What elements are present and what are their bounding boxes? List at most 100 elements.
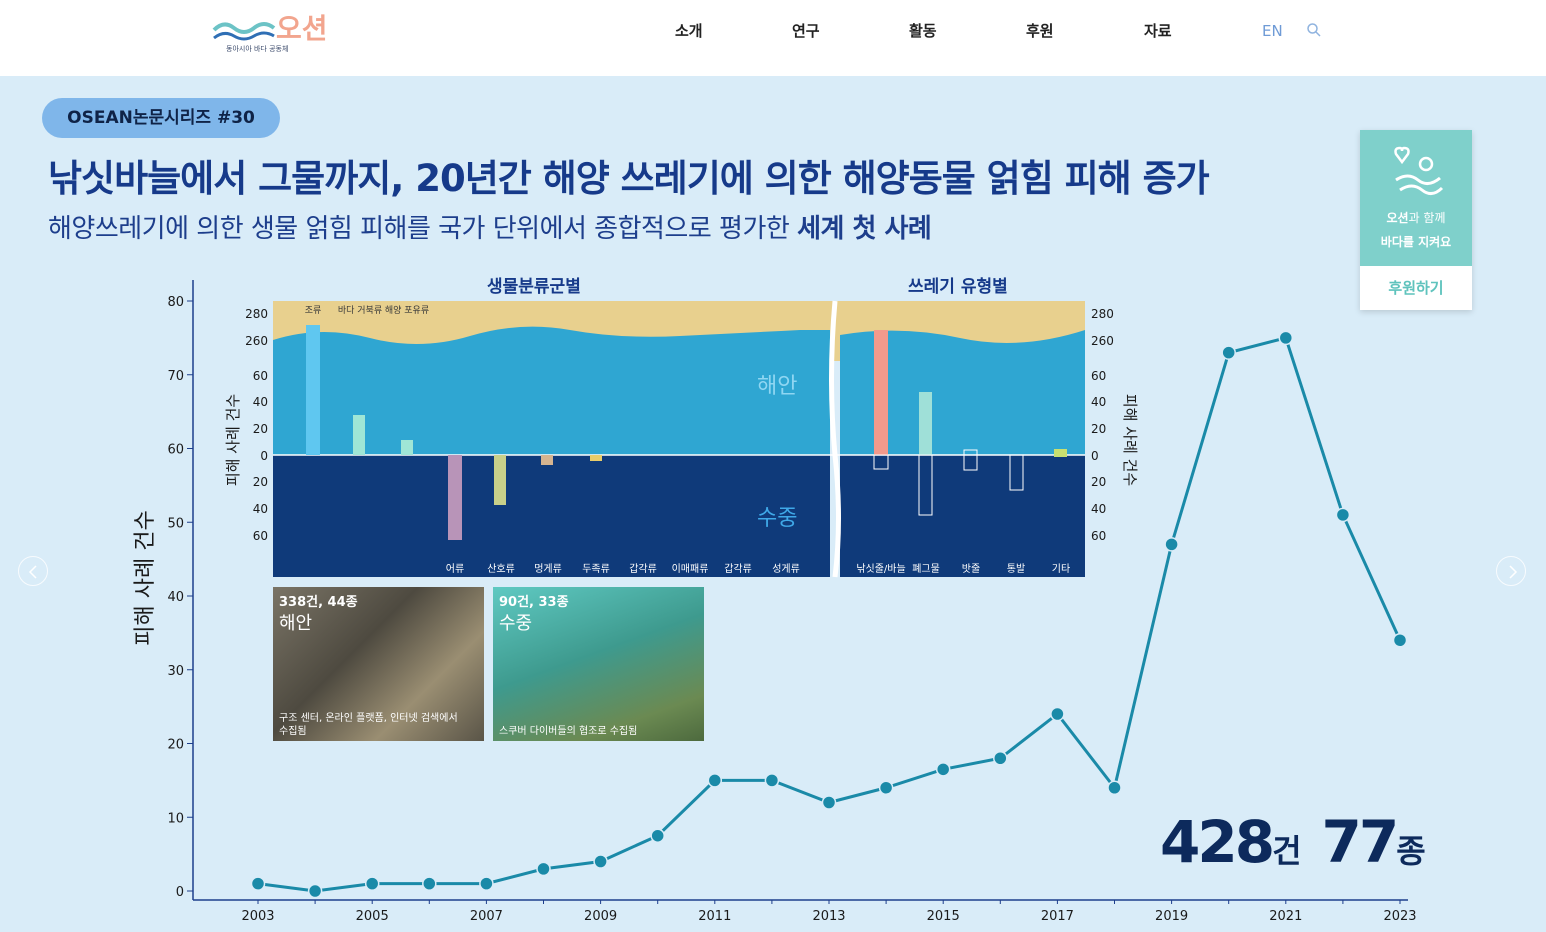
totals: 428건 77종	[1160, 808, 1446, 876]
water-taxon-label: 이매패류	[672, 563, 709, 575]
total-species: 77	[1321, 808, 1400, 876]
nav-item-research[interactable]: 연구	[792, 22, 820, 40]
water-taxon-label: 성게류	[772, 563, 800, 575]
y-tick-label: 40	[167, 590, 184, 605]
logo[interactable]: 오션	[210, 8, 340, 58]
total-species-unit: 종	[1396, 832, 1426, 870]
bar-nets-water	[918, 454, 933, 516]
deep-water	[273, 455, 830, 577]
debris-type-label: 밧줄	[962, 563, 980, 575]
photo-coast-caption: 구조 센터, 온라인 플랫폼, 인터넷 검색에서 수집됨	[279, 713, 458, 737]
inset-divider	[829, 300, 841, 578]
donate-banner: 오션과 함께 바다를 지켜요	[1360, 130, 1472, 266]
inset-tick-label-left: 20	[253, 475, 268, 489]
language-toggle[interactable]: EN	[1262, 22, 1283, 40]
photo-coast: 338건, 44종 해안 구조 센터, 온라인 플랫폼, 인터넷 검색에서 수집…	[273, 587, 484, 741]
bar-mammals	[401, 440, 413, 455]
donate-line2: 바다를 지켜요	[1380, 235, 1452, 249]
search-icon[interactable]	[1306, 22, 1322, 38]
debris-type-label: 통발	[1007, 563, 1025, 575]
x-tick-label: 2015	[927, 909, 960, 924]
bar-ascidians	[541, 455, 553, 465]
donate-message: 오션과 함께 바다를 지켜요	[1360, 206, 1472, 254]
debris-type-label: 낚싯줄/바늘	[856, 563, 905, 575]
carousel-prev-button[interactable]	[18, 556, 48, 586]
donate-brand: 오션	[1386, 211, 1409, 225]
inset-tick-label-right: 60	[1091, 529, 1106, 543]
x-ticks: 2003 2005 2007 2009 2011 2013 2015 2017 2019 2021…	[241, 900, 1417, 924]
data-point	[935, 762, 951, 777]
bar-fish	[448, 455, 462, 540]
data-point	[422, 876, 437, 891]
inset-tick-label-right: 20	[1091, 475, 1106, 489]
inset-infographic: 해안 수중 피해 사례 건수 피해 사례 건수 280 280 260 260 60 60…	[224, 300, 1139, 578]
inset-title-taxa: 생물분류군별	[487, 277, 581, 297]
inset-tick-label-left: 60	[253, 369, 268, 383]
water-label: 수중	[757, 506, 797, 531]
inset-y-label-right: 피해 사례 건수	[1121, 394, 1139, 486]
data-point	[764, 773, 780, 788]
water-taxon-label: 멍게류	[534, 563, 562, 575]
bar-corals	[494, 455, 506, 505]
logo-text: 오션	[276, 12, 328, 45]
photo-coast-count: 338건, 44종	[279, 595, 358, 610]
nav-item-resources[interactable]: 자료	[1144, 22, 1172, 40]
total-cases-unit: 건	[1272, 832, 1302, 870]
inset-tick-label-left: 0	[260, 449, 268, 463]
inset-tick-label-left: 20	[253, 422, 268, 436]
data-point	[1335, 507, 1351, 523]
y-tick-label: 0	[176, 885, 184, 900]
page-subtitle: 해양쓰레기에 의한 생물 얽힘 피해를 국가 단위에서 종합적으로 평가한 세계…	[48, 208, 932, 245]
y-tick-label: 70	[167, 369, 184, 384]
debris-type-label: 폐그물	[912, 563, 940, 575]
site-header: 오션 동아시아 바다 공동체 소개 연구 활동 후원 자료 EN	[0, 0, 1546, 76]
photo-underwater-count: 90건, 33종	[499, 595, 569, 610]
inset-debris-labels: 낚싯줄/바늘 폐그물 밧줄 통발 기타	[856, 563, 1070, 575]
page-title: 낚싯바늘에서 그물까지, 20년간 해양 쓰레기에 의한 해양동물 얽힘 피해 …	[48, 157, 1210, 200]
y-tick-label: 10	[167, 811, 184, 826]
x-tick-label: 2011	[698, 909, 731, 924]
data-point	[1050, 706, 1065, 722]
inset-tick-label-right: 60	[1091, 369, 1106, 383]
data-point	[821, 795, 837, 810]
nav-item-activity[interactable]: 활동	[909, 22, 937, 40]
inset-tick-label-left: 280	[245, 307, 268, 321]
bar-other	[1054, 449, 1067, 457]
y-tick-label: 20	[167, 738, 184, 753]
y-tick-label: 60	[167, 443, 184, 458]
inset-tick-label-right: 280	[1091, 307, 1114, 321]
data-point	[593, 854, 608, 869]
logo-subtitle: 동아시아 바다 공동체	[226, 45, 289, 53]
nav-item-support[interactable]: 후원	[1026, 22, 1054, 40]
photo-coast-label: 해안	[279, 613, 313, 634]
bar-traps	[1009, 454, 1024, 491]
bar-cephalopods	[590, 455, 602, 461]
photo-underwater: 90건, 33종 수중 스쿠버 다이버들의 협조로 수집됨	[493, 587, 704, 741]
chevron-right-icon	[1509, 565, 1518, 579]
nav-item-about[interactable]: 소개	[675, 22, 703, 40]
data-points	[250, 330, 1408, 899]
deep-water-right	[840, 455, 1085, 577]
data-point	[1392, 633, 1408, 648]
x-tick-label: 2009	[584, 909, 617, 924]
carousel-next-button[interactable]	[1496, 556, 1526, 586]
inset-tick-label-right: 40	[1091, 395, 1106, 409]
total-cases: 428	[1160, 808, 1275, 876]
inset-y-label-left: 피해 사례 건수	[224, 394, 242, 486]
photo-underwater-caption: 스쿠버 다이버들의 협조로 수집됨	[499, 726, 638, 737]
water-taxon-label: 갑각류	[629, 563, 657, 575]
coast-taxon-label: 바다 거북류	[338, 305, 382, 316]
donate-button[interactable]: 후원하기	[1360, 266, 1472, 310]
water-taxon-label: 산호류	[487, 563, 515, 575]
x-tick-label: 2007	[470, 909, 503, 924]
x-tick-label: 2013	[812, 909, 845, 924]
subtitle-emphasis: 세계 첫 사례	[797, 214, 932, 244]
water-taxon-label: 갑각류	[724, 563, 752, 575]
x-tick-label: 2019	[1155, 909, 1188, 924]
data-point	[1164, 537, 1179, 552]
bar-turtles	[353, 415, 365, 455]
donate-widget[interactable]: 오션과 함께 바다를 지켜요 후원하기	[1360, 130, 1472, 310]
bar-nets	[919, 392, 932, 455]
coast-taxon-label: 조류	[305, 305, 322, 316]
inset-ticks: 280 280 260 260 60 60 40 40 20 20 0 0 20 20 40 40 60 60	[245, 307, 1114, 543]
